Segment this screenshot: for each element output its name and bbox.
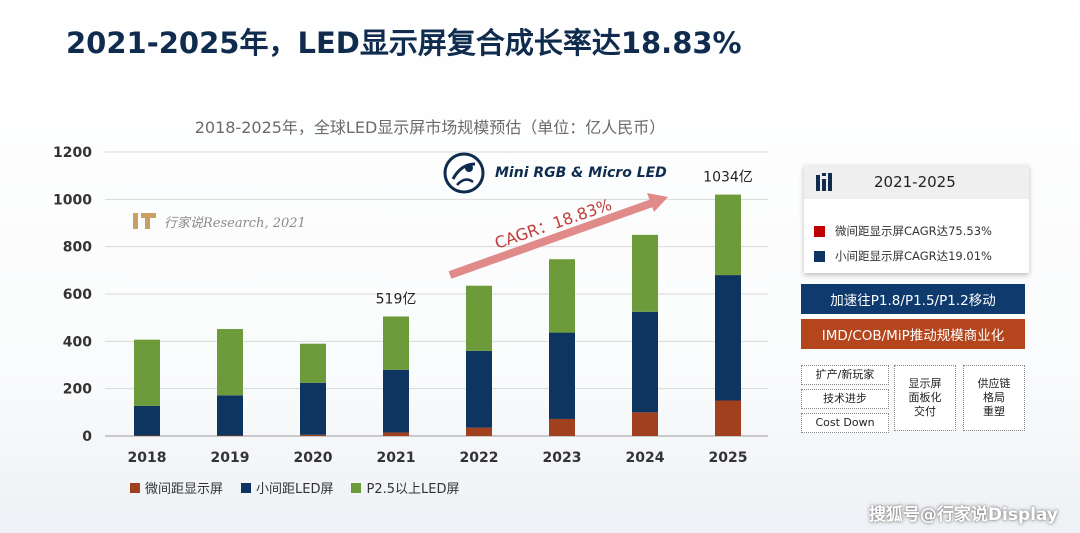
y-tick-label: 800 xyxy=(63,240,92,256)
x-tick-label: 2019 xyxy=(211,450,250,466)
legend-item-p25: P2.5以上LED屏 xyxy=(351,478,459,497)
panel-header: 2021-2025 xyxy=(804,165,1029,199)
driver-expansion: 扩产/新玩家 xyxy=(801,365,889,385)
chart-subtitle: 2018-2025年，全球LED显示屏市场规模预估（单位：亿人民币） xyxy=(194,118,666,137)
panel-row-text: 微间距显示屏CAGR达75.53% xyxy=(835,224,992,238)
bar-segment-small-2025 xyxy=(715,275,741,401)
source-note: 行家说Research, 2021 xyxy=(132,210,306,232)
panel-row-text: 小间距显示屏CAGR达19.01% xyxy=(835,249,992,263)
bar-segment-p25-2024 xyxy=(632,234,658,312)
cagr-arrow-shaft xyxy=(448,198,657,279)
bar-segment-micro-2023 xyxy=(549,418,575,436)
bar-segment-p25-2019 xyxy=(217,329,243,396)
driver-supply-line: 重塑 xyxy=(983,405,1005,418)
y-tick-label: 1000 xyxy=(53,192,92,208)
driver-panel-line: 交付 xyxy=(914,405,936,418)
y-tick-label: 600 xyxy=(63,287,92,303)
x-tick-label: 2021 xyxy=(377,450,416,466)
y-tick-label: 1200 xyxy=(53,145,92,161)
legend-swatch xyxy=(130,482,140,493)
total-annotation: 519亿 xyxy=(376,291,417,307)
y-tick-label: 400 xyxy=(63,334,92,350)
x-tick-label: 2024 xyxy=(626,450,665,466)
mini-rgb-callout: Mini RGB & Micro LED xyxy=(443,152,667,194)
imd-cob-banner: IMD/COB/MiP推动规模商业化 xyxy=(801,319,1025,349)
bar-segment-p25-2025 xyxy=(715,194,741,276)
x-tick-label: 2025 xyxy=(709,450,748,466)
panel-period: 2021-2025 xyxy=(874,173,956,191)
bar-segment-small-2020 xyxy=(300,382,326,435)
driver-supply: 供应链 格局 重塑 xyxy=(963,365,1025,431)
bar-segment-p25-2018 xyxy=(134,339,160,406)
cagr-arrow-head xyxy=(647,193,668,212)
driver-tech: 技术进步 xyxy=(801,389,889,409)
bar-segment-micro-2021 xyxy=(383,432,409,436)
x-tick-label: 2023 xyxy=(543,450,582,466)
driver-cost: Cost Down xyxy=(801,413,889,433)
bar-segment-micro-2024 xyxy=(632,412,658,436)
driver-panel-line: 显示屏 xyxy=(908,377,942,390)
research-logo-icon xyxy=(133,213,156,229)
bar-segment-small-2023 xyxy=(549,332,575,419)
total-annotation: 1034亿 xyxy=(703,170,753,186)
panel-row-small: 小间距显示屏CAGR达19.01% xyxy=(814,248,992,264)
bar-segment-p25-2021 xyxy=(383,316,409,370)
legend-label: 微间距显示屏 xyxy=(145,482,224,497)
x-tick-label: 2020 xyxy=(294,450,333,466)
panel-swatch xyxy=(814,225,825,237)
mini-rgb-label: Mini RGB & Micro LED xyxy=(495,165,667,181)
globe-icon xyxy=(443,152,485,194)
panel-swatch xyxy=(814,250,825,262)
y-tick-label: 0 xyxy=(82,429,92,445)
driver-supply-line: 格局 xyxy=(983,391,1005,404)
legend-swatch xyxy=(241,482,252,493)
chart-legend: 微间距显示屏 小间距LED屏 P2.5以上LED屏 xyxy=(130,478,459,497)
legend-label: P2.5以上LED屏 xyxy=(366,482,460,497)
page-title: 2021-2025年，LED显示屏复合成长率达18.83% xyxy=(66,26,742,60)
legend-item-micro: 微间距显示屏 xyxy=(130,478,223,497)
bar-segment-small-2022 xyxy=(466,350,492,428)
bar-segment-small-2021 xyxy=(383,369,409,433)
bar-segment-micro-2020 xyxy=(300,434,326,436)
source-text: 行家说Research, 2021 xyxy=(164,215,306,231)
bar-segment-small-2018 xyxy=(134,405,160,436)
bar-segment-small-2024 xyxy=(632,311,658,413)
cagr-arrow xyxy=(448,193,668,279)
driver-supply-line: 供应链 xyxy=(977,377,1011,390)
legend-swatch xyxy=(351,482,362,493)
watermark: 搜狐号@行家说Display xyxy=(868,505,1058,525)
driver-panel-line: 面板化 xyxy=(908,391,942,404)
panel-row-micro: 微间距显示屏CAGR达75.53% xyxy=(814,223,992,239)
driver-panel: 显示屏 面板化 交付 xyxy=(894,365,956,431)
cagr-panel: 2021-2025 微间距显示屏CAGR达75.53% 小间距显示屏CAGR达1… xyxy=(804,165,1029,273)
move-p18-banner: 加速往P1.8/P1.5/P1.2移动 xyxy=(801,284,1025,314)
bar-segment-p25-2020 xyxy=(300,343,326,383)
bar-segment-small-2019 xyxy=(217,395,243,436)
bar-segment-p25-2022 xyxy=(466,285,492,351)
x-tick-label: 2018 xyxy=(128,450,167,466)
bar-segment-micro-2025 xyxy=(715,400,741,436)
data-report-icon xyxy=(816,173,832,191)
legend-item-small: 小间距LED屏 xyxy=(241,478,333,497)
bar-segment-micro-2022 xyxy=(466,427,492,436)
bar-segment-p25-2023 xyxy=(549,259,575,333)
legend-label: 小间距LED屏 xyxy=(256,482,334,497)
x-tick-label: 2022 xyxy=(460,450,499,466)
y-tick-label: 200 xyxy=(63,382,92,398)
